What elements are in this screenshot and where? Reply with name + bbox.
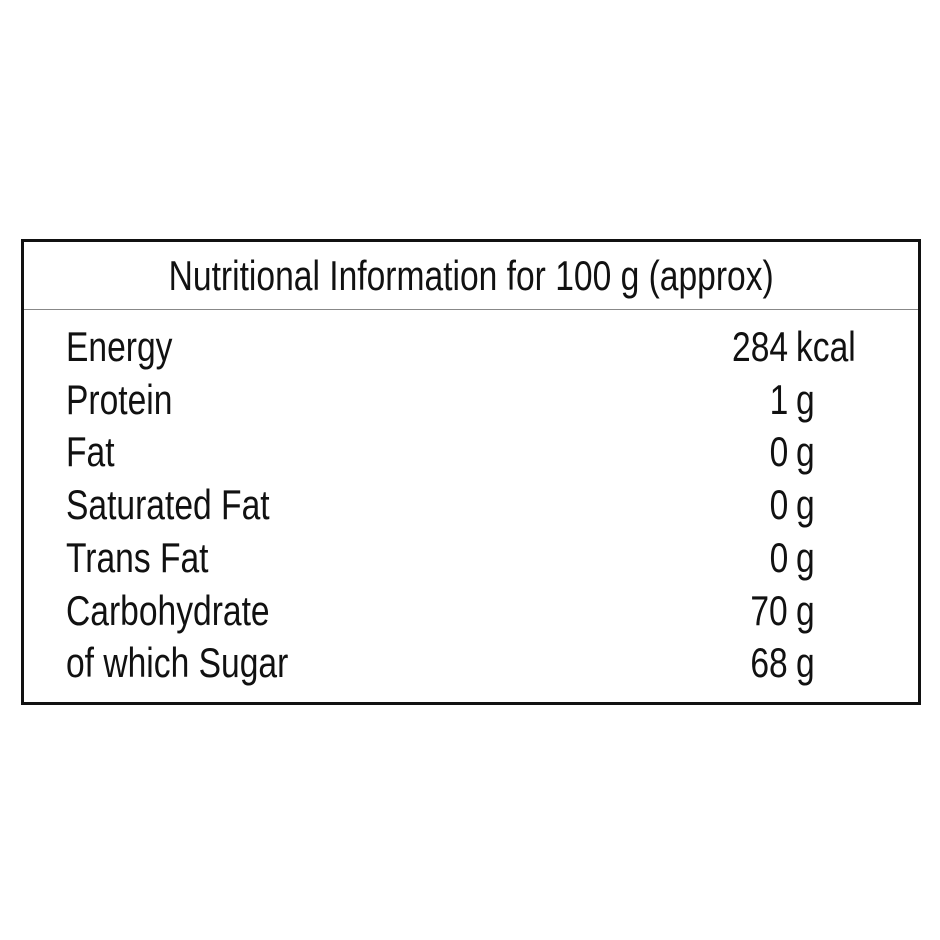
nutrient-unit: g <box>796 533 815 581</box>
nutrient-amount: 284 <box>731 323 788 370</box>
table-title-row: Nutritional Information for 100 g (appro… <box>24 255 918 297</box>
nutrient-amount: 70 <box>750 586 788 634</box>
nutrient-unit: g <box>796 481 815 529</box>
nutrient-amount: 0 <box>769 428 788 476</box>
nutrient-name: Energy <box>66 323 173 370</box>
nutrient-name: Fat <box>66 428 115 476</box>
nutrient-unit: g <box>796 639 815 687</box>
nutrition-table: Nutritional Information for 100 g (appro… <box>21 239 921 705</box>
nutrient-name: Protein <box>66 375 173 423</box>
nutrient-unit: g <box>796 586 815 634</box>
nutrient-name: Trans Fat <box>66 533 209 581</box>
table-title: Nutritional Information for 100 g (appro… <box>168 252 774 299</box>
nutrient-unit: g <box>796 375 815 423</box>
nutrient-unit: kcal <box>796 323 856 370</box>
nutrient-amount: 0 <box>769 533 788 581</box>
nutrient-name: Saturated Fat <box>66 481 270 529</box>
nutrient-amount: 1 <box>769 375 788 423</box>
nutrient-name: Carbohydrate <box>66 586 270 634</box>
nutrient-unit: g <box>796 428 815 476</box>
nutrient-amount: 0 <box>769 481 788 529</box>
nutrient-amount: 68 <box>750 639 788 687</box>
separator <box>24 309 918 310</box>
nutrient-name: of which Sugar <box>66 639 289 687</box>
